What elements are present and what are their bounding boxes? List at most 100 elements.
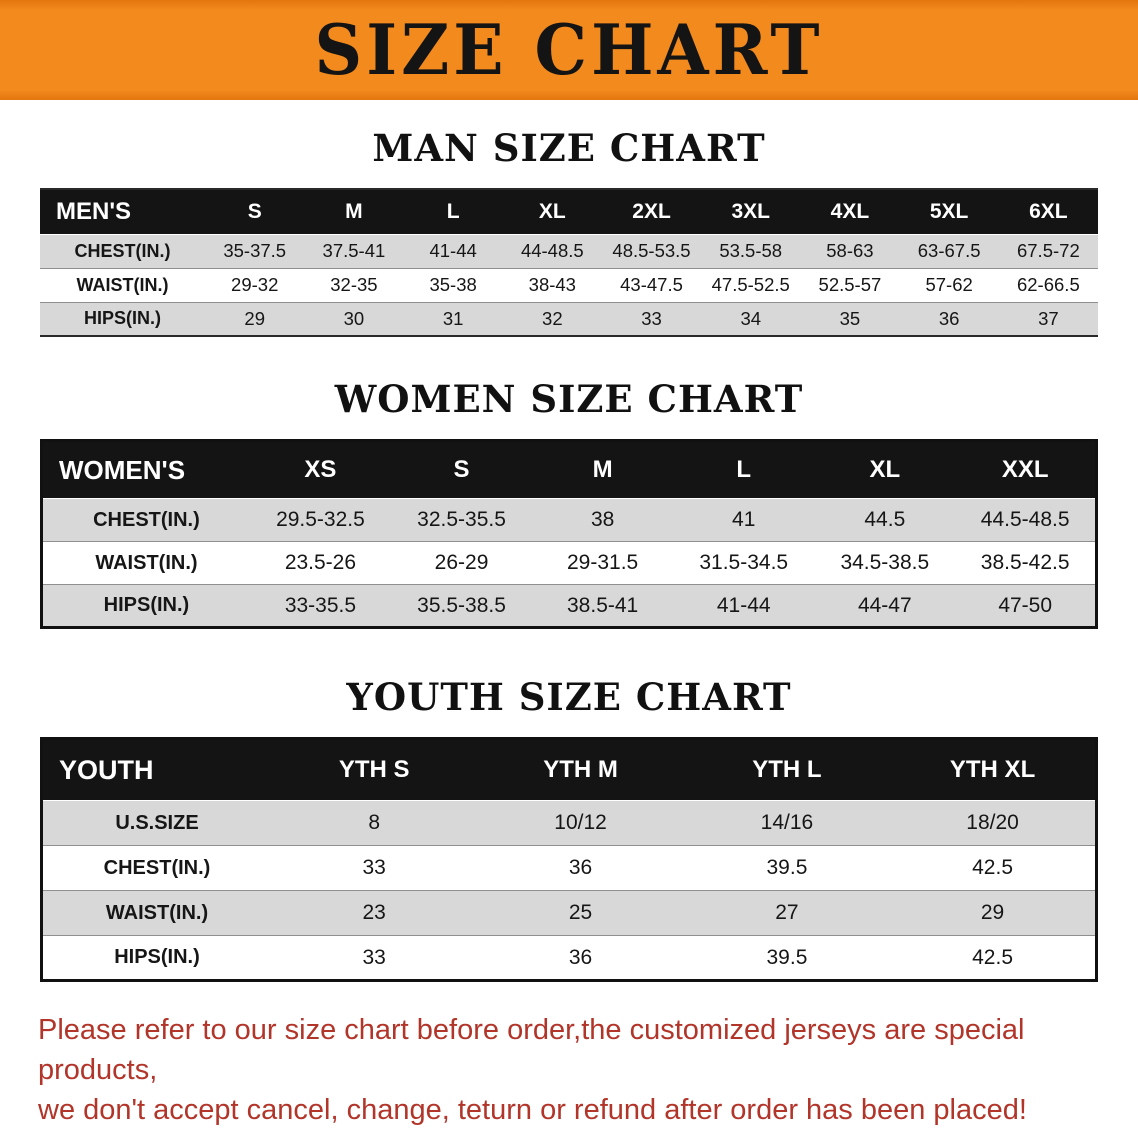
value-cell: 36 bbox=[568, 945, 593, 969]
women-size-section: WOMEN SIZE CHART WOMEN'S XS S M L XL XXL CHEST(… bbox=[0, 377, 1138, 629]
value-cell: 38 bbox=[590, 508, 615, 531]
table-row: CHEST(IN.) 33 36 39.5 42.5 bbox=[41, 845, 1097, 891]
value-cell: 67.5-72 bbox=[1016, 240, 1080, 261]
value-cell: 32 bbox=[542, 307, 563, 329]
value-cell: 48.5-53.5 bbox=[612, 240, 691, 261]
size-column-header: YTH S bbox=[271, 738, 478, 801]
table-row: WAIST(IN.) 29-32 32-35 35-38 38-43 43-47.5 47.… bbox=[40, 268, 1098, 302]
table-header-row: YOUTH YTH S YTH M YTH L YTH XL bbox=[41, 738, 1097, 801]
value-cell: 47-50 bbox=[998, 593, 1053, 617]
size-column-header: S bbox=[390, 440, 533, 499]
value-cell: 10/12 bbox=[554, 811, 607, 834]
value-cell: 33 bbox=[362, 945, 386, 969]
table-header-row: MEN'S S M L XL 2XL 3XL 4XL 5XL 6XL bbox=[40, 189, 1098, 234]
value-cell: 37 bbox=[1038, 307, 1059, 329]
value-cell: 18/20 bbox=[966, 811, 1019, 834]
value-cell: 29.5-32.5 bbox=[276, 508, 365, 531]
value-cell: 42.5 bbox=[972, 856, 1013, 879]
row-label-cell: CHEST(IN.) bbox=[103, 856, 211, 879]
table-row: CHEST(IN.) 29.5-32.5 32.5-35.5 38 41 44.5 44.5… bbox=[41, 498, 1097, 542]
table-row: HIPS(IN.) 33 36 39.5 42.5 bbox=[41, 935, 1097, 981]
size-column-header: XS bbox=[249, 440, 391, 499]
row-label-cell: WAIST(IN.) bbox=[105, 901, 209, 924]
value-cell: 34 bbox=[740, 307, 762, 329]
value-cell: 33 bbox=[641, 307, 662, 329]
value-cell: 41 bbox=[732, 508, 756, 531]
size-column-header: 4XL bbox=[800, 189, 900, 234]
size-chart-banner: SIZE CHART bbox=[0, 0, 1138, 100]
value-cell: 32.5-35.5 bbox=[417, 508, 506, 531]
value-cell: 29 bbox=[980, 901, 1005, 924]
value-cell: 34.5-38.5 bbox=[840, 551, 930, 574]
value-cell: 35-37.5 bbox=[223, 240, 287, 261]
row-label-cell: U.S.SIZE bbox=[115, 811, 199, 834]
value-cell: 44.5-48.5 bbox=[980, 508, 1070, 531]
row-label-cell: HIPS(IN.) bbox=[84, 308, 162, 329]
youth-size-table: YOUTH YTH S YTH M YTH L YTH XL U.S.SIZE 8 10/12… bbox=[40, 737, 1098, 982]
size-column-header: 5XL bbox=[899, 189, 999, 234]
value-cell: 42.5 bbox=[972, 945, 1013, 969]
value-cell: 37.5-41 bbox=[322, 240, 386, 261]
row-label-cell: HIPS(IN.) bbox=[114, 946, 200, 968]
youth-size-section: YOUTH SIZE CHART YOUTH YTH S YTH M YTH L YTH… bbox=[0, 675, 1138, 982]
size-column-header: S bbox=[205, 189, 305, 234]
value-cell: 62-66.5 bbox=[1016, 274, 1080, 295]
value-cell: 38-43 bbox=[528, 274, 576, 295]
value-cell: 58-63 bbox=[826, 240, 874, 261]
men-section-heading: MAN SIZE CHART bbox=[372, 126, 766, 170]
value-cell: 31 bbox=[442, 307, 464, 329]
value-cell: 43-47.5 bbox=[620, 274, 683, 295]
value-cell: 47.5-52.5 bbox=[711, 274, 790, 295]
table-title-cell: MEN'S bbox=[40, 189, 206, 234]
size-column-header: 6XL bbox=[998, 189, 1098, 234]
value-cell: 38.5-41 bbox=[567, 593, 639, 617]
size-column-header: XXL bbox=[955, 440, 1097, 499]
value-cell: 35-38 bbox=[429, 274, 477, 295]
value-cell: 8 bbox=[368, 811, 381, 834]
size-column-header: M bbox=[304, 189, 404, 234]
value-cell: 36 bbox=[938, 307, 960, 329]
value-cell: 26-29 bbox=[434, 551, 489, 574]
value-cell: 23.5-26 bbox=[284, 551, 357, 574]
youth-section-heading: YOUTH SIZE CHART bbox=[346, 675, 792, 719]
table-header-row: WOMEN'S XS S M L XL XXL bbox=[41, 440, 1097, 499]
value-cell: 27 bbox=[775, 901, 799, 924]
value-cell: 38.5-42.5 bbox=[980, 551, 1070, 574]
order-policy-line-1: Please refer to our size chart before or… bbox=[38, 1014, 1025, 1087]
size-column-header: L bbox=[673, 440, 815, 499]
size-column-header: XL bbox=[502, 189, 602, 234]
row-label-cell: WAIST(IN.) bbox=[95, 551, 198, 574]
value-cell: 63-67.5 bbox=[917, 240, 981, 261]
value-cell: 53.5-58 bbox=[719, 240, 783, 261]
value-cell: 30 bbox=[343, 307, 365, 329]
size-column-header: YTH L bbox=[683, 738, 891, 801]
value-cell: 31.5-34.5 bbox=[699, 551, 789, 574]
table-row: HIPS(IN.) 29 30 31 32 33 34 35 36 37 bbox=[40, 302, 1098, 336]
size-column-header: 3XL bbox=[701, 189, 801, 234]
mens-size-table: MEN'S S M L XL 2XL 3XL 4XL 5XL 6XL CHEST(IN.) 35-37… bbox=[40, 188, 1098, 337]
size-column-header: YTH M bbox=[477, 738, 684, 801]
order-policy-line-2: we don't accept cancel, change, teturn o… bbox=[38, 1094, 1027, 1127]
value-cell: 29-32 bbox=[231, 274, 279, 295]
women-section-heading: WOMEN SIZE CHART bbox=[334, 377, 804, 421]
value-cell: 35.5-38.5 bbox=[417, 593, 506, 617]
value-cell: 52.5-57 bbox=[818, 274, 882, 295]
value-cell: 29 bbox=[244, 307, 265, 329]
value-cell: 44-47 bbox=[857, 593, 912, 617]
row-label-cell: HIPS(IN.) bbox=[103, 594, 190, 616]
value-cell: 33-35.5 bbox=[284, 593, 357, 617]
value-cell: 23 bbox=[362, 901, 386, 924]
table-row: CHEST(IN.) 35-37.5 37.5-41 41-44 44-48.5 48.5… bbox=[40, 234, 1098, 268]
value-cell: 36 bbox=[568, 856, 593, 879]
value-cell: 41-44 bbox=[716, 593, 771, 617]
size-column-header: L bbox=[403, 189, 503, 234]
table-row: WAIST(IN.) 23.5-26 26-29 29-31.5 31.5-34.5 34… bbox=[41, 541, 1097, 585]
size-column-header: XL bbox=[814, 440, 956, 499]
value-cell: 25 bbox=[568, 901, 593, 924]
value-cell: 33 bbox=[362, 856, 386, 879]
value-cell: 57-62 bbox=[925, 274, 973, 295]
men-size-section: MAN SIZE CHART MEN'S S M L XL 2XL 3XL 4XL 5XL 6XL… bbox=[0, 126, 1138, 337]
value-cell: 39.5 bbox=[766, 856, 808, 879]
table-title-cell: WOMEN'S bbox=[41, 440, 250, 499]
value-cell: 44.5 bbox=[864, 508, 906, 531]
